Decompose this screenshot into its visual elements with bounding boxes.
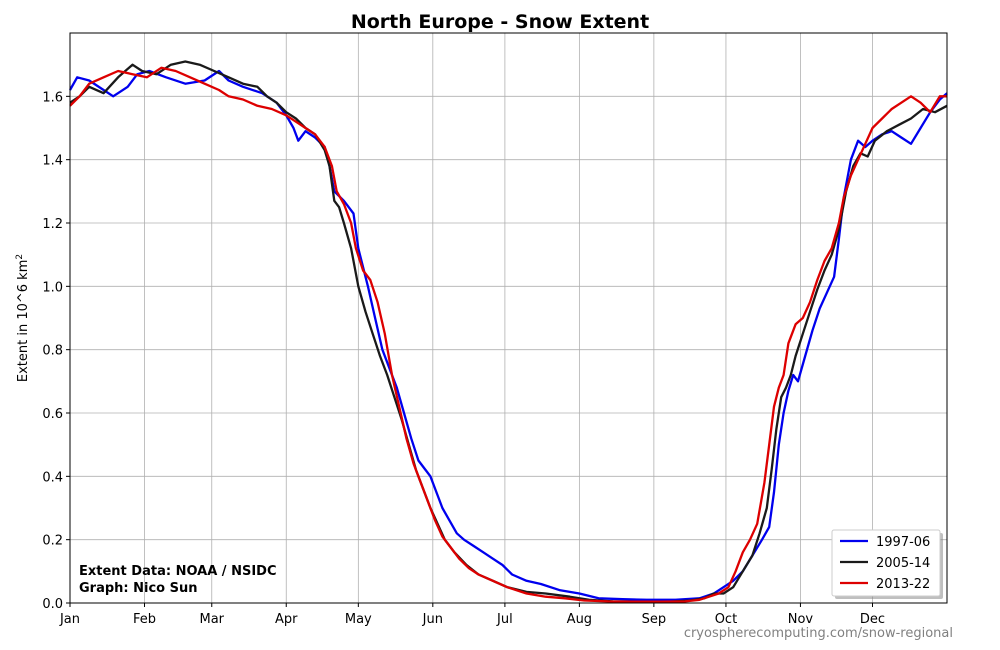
x-axis-ticks: Jan Feb Mar Apr May Jun Jul Aug Sep Oct Nov Dec — [59, 603, 885, 627]
legend: 1997-06 2005-14 2013-22 — [831, 529, 943, 599]
y-tick-label: 1.6 — [42, 90, 63, 105]
y-tick-label: 0.2 — [42, 534, 63, 549]
author-note: Graph: Nico Sun — [79, 581, 198, 596]
x-tick-label: Sep — [642, 612, 667, 627]
y-tick-label: 0.0 — [42, 597, 63, 612]
x-tick-label: May — [345, 612, 372, 627]
series-line-1997-06 — [68, 69, 948, 601]
x-tick-label: Feb — [133, 612, 156, 627]
x-tick-label: Dec — [860, 612, 885, 627]
x-tick-label: Apr — [275, 612, 298, 627]
x-tick-label: Nov — [788, 612, 814, 627]
y-axis-label: Extent in 10^6 km2 — [15, 254, 31, 382]
plot-area-frame — [69, 32, 948, 604]
y-tick-label: 0.4 — [42, 470, 63, 485]
x-tick-label: Jun — [422, 612, 443, 627]
y-tick-label: 0.8 — [42, 344, 63, 359]
x-tick-label: Oct — [715, 612, 737, 627]
series-lines — [68, 60, 948, 603]
x-tick-label: Mar — [199, 612, 224, 627]
watermark-url: cryospherecomputing.com/snow-regional — [684, 626, 953, 641]
legend-box — [831, 529, 941, 597]
legend-label-2013-22: 2013-22 — [876, 577, 930, 592]
data-source-note: Extent Data: NOAA / NSIDC — [79, 564, 276, 579]
y-tick-label: 0.6 — [42, 407, 63, 422]
y-tick-label: 1.2 — [42, 217, 63, 232]
legend-label-1997-06: 1997-06 — [876, 535, 930, 550]
y-tick-label: 1.4 — [42, 154, 63, 169]
x-tick-label: Jan — [59, 612, 80, 627]
x-tick-label: Jul — [496, 612, 513, 627]
series-line-2005-14 — [69, 60, 948, 603]
x-tick-label: Aug — [567, 612, 592, 627]
y-axis-ticks: 0.0 0.2 0.4 0.6 0.8 1.0 1.2 1.4 1.6 — [42, 90, 70, 612]
y-tick-label: 1.0 — [42, 280, 63, 295]
legend-label-2005-14: 2005-14 — [876, 556, 930, 571]
series-line-2013-22 — [69, 66, 947, 603]
legend-items: 1997-06 2005-14 2013-22 — [840, 535, 930, 592]
chart-title: North Europe - Snow Extent — [351, 11, 649, 33]
